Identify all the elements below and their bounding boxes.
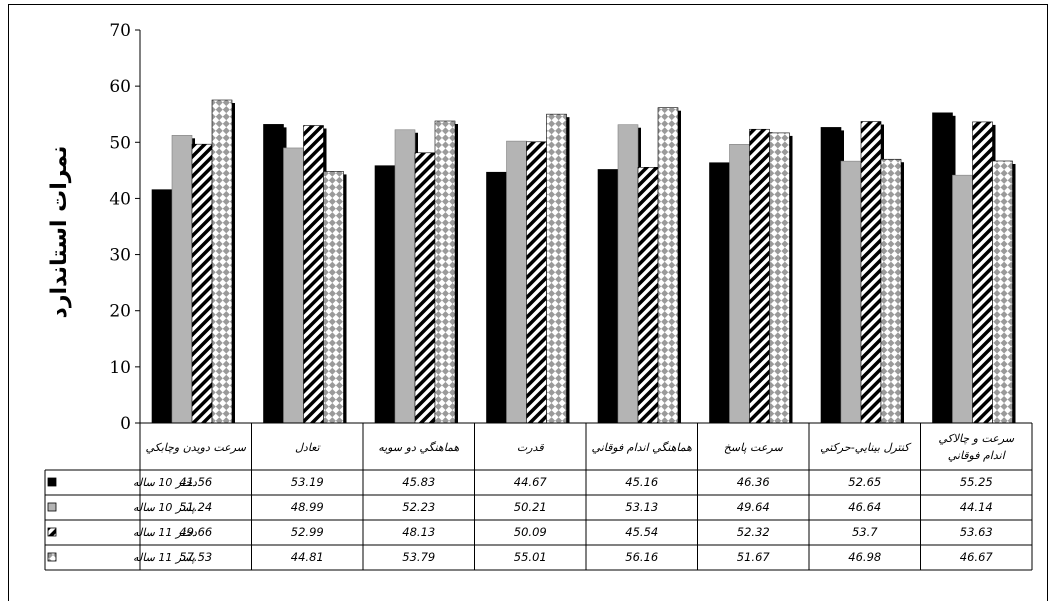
series-name: دختر 11 ساله: [133, 526, 197, 539]
category-label: كنترل بينايي-حركتي: [820, 441, 912, 454]
bar: [840, 160, 862, 424]
bar: [729, 144, 750, 424]
legend-key: [47, 477, 57, 487]
category-label: اندام فوقاني: [948, 449, 1007, 462]
bar: [394, 129, 416, 424]
series-name: پسر 11 ساله: [133, 551, 195, 564]
category-label: تعادل: [295, 441, 322, 454]
category-label: هماهنگي دو سويه: [378, 441, 459, 454]
data-value: 41.56: [179, 475, 212, 489]
data-value: 45.54: [625, 525, 658, 539]
data-value: 55.25: [960, 475, 993, 489]
bar: [486, 171, 507, 424]
bar: [434, 120, 456, 424]
bar: [191, 143, 213, 424]
data-value: 53.63: [960, 525, 993, 539]
y-tick-label: 30: [109, 246, 131, 266]
data-value: 46.98: [848, 550, 881, 564]
category-label: سرعت و چالاكي: [938, 432, 1015, 445]
data-value: 45.83: [402, 475, 435, 489]
data-value: 44.67: [514, 475, 548, 489]
y-axis-title: نمرات استاندارد: [47, 146, 72, 319]
y-tick-label: 70: [109, 21, 131, 41]
category-label: قدرت: [517, 441, 544, 454]
bar: [323, 171, 344, 424]
bar: [374, 165, 396, 424]
data-value: 53.79: [402, 550, 435, 564]
bar: [657, 107, 679, 424]
bar: [414, 152, 436, 424]
bar: [932, 112, 953, 424]
data-value: 52.99: [291, 525, 324, 539]
bar: [283, 147, 304, 424]
bar: [151, 189, 173, 424]
chart-frame: [8, 4, 1048, 601]
data-value: 48.13: [402, 525, 435, 539]
data-value: 56.16: [625, 550, 658, 564]
data-value: 50.09: [514, 525, 547, 539]
bar: [506, 140, 527, 424]
y-tick-label: 20: [109, 302, 131, 322]
legend-key: [47, 527, 57, 537]
bar: [637, 167, 659, 424]
bar: [992, 160, 1013, 424]
data-value: 53.7: [852, 525, 878, 539]
bar: [211, 99, 233, 424]
bar: [546, 113, 567, 424]
bar: [303, 125, 324, 424]
bar: [952, 174, 973, 424]
data-value: 52.23: [402, 500, 435, 514]
y-tick-label: 60: [109, 77, 131, 97]
bar: [171, 135, 193, 424]
y-tick-label: 50: [109, 133, 131, 153]
category-label: سرعت دويدن وچابكي: [145, 441, 246, 454]
series-name: پسر 10 ساله: [133, 501, 195, 514]
bar: [709, 162, 730, 424]
bar: [972, 121, 993, 424]
y-tick-label: 10: [109, 358, 131, 378]
bar: [769, 132, 790, 424]
data-value: 57.53: [179, 550, 212, 564]
bar: [749, 128, 770, 424]
data-value: 46.64: [848, 500, 881, 514]
data-value: 53.19: [291, 475, 324, 489]
data-value: 55.01: [514, 550, 547, 564]
bar: [617, 124, 639, 424]
data-value: 52.32: [737, 525, 770, 539]
data-value: 53.13: [625, 500, 658, 514]
data-value: 50.21: [514, 500, 547, 514]
y-tick-label: 0: [120, 414, 131, 434]
data-value: 51.67: [737, 550, 771, 564]
data-value: 48.99: [291, 500, 324, 514]
bar: [526, 141, 547, 424]
data-value: 49.64: [737, 500, 770, 514]
data-value: 44.81: [291, 550, 324, 564]
bar: [860, 121, 882, 424]
data-value: 49.66: [179, 525, 212, 539]
data-value: 51.24: [179, 500, 212, 514]
data-value: 46.36: [737, 475, 770, 489]
bar: [597, 169, 619, 424]
legend-key: [47, 552, 57, 562]
bar: [263, 124, 284, 424]
bar: [820, 127, 842, 424]
category-label: هماهنگي اندام فوقاني: [592, 441, 693, 454]
data-value: 52.65: [848, 475, 881, 489]
series-name: دختر 10 ساله: [133, 476, 197, 489]
data-value: 45.16: [625, 475, 658, 489]
data-value: 46.67: [960, 550, 994, 564]
bar: [880, 158, 902, 424]
data-value: 44.14: [960, 500, 993, 514]
legend-key: [47, 502, 57, 512]
y-tick-label: 40: [109, 189, 131, 209]
category-label: سرعت پاسخ: [724, 441, 784, 454]
